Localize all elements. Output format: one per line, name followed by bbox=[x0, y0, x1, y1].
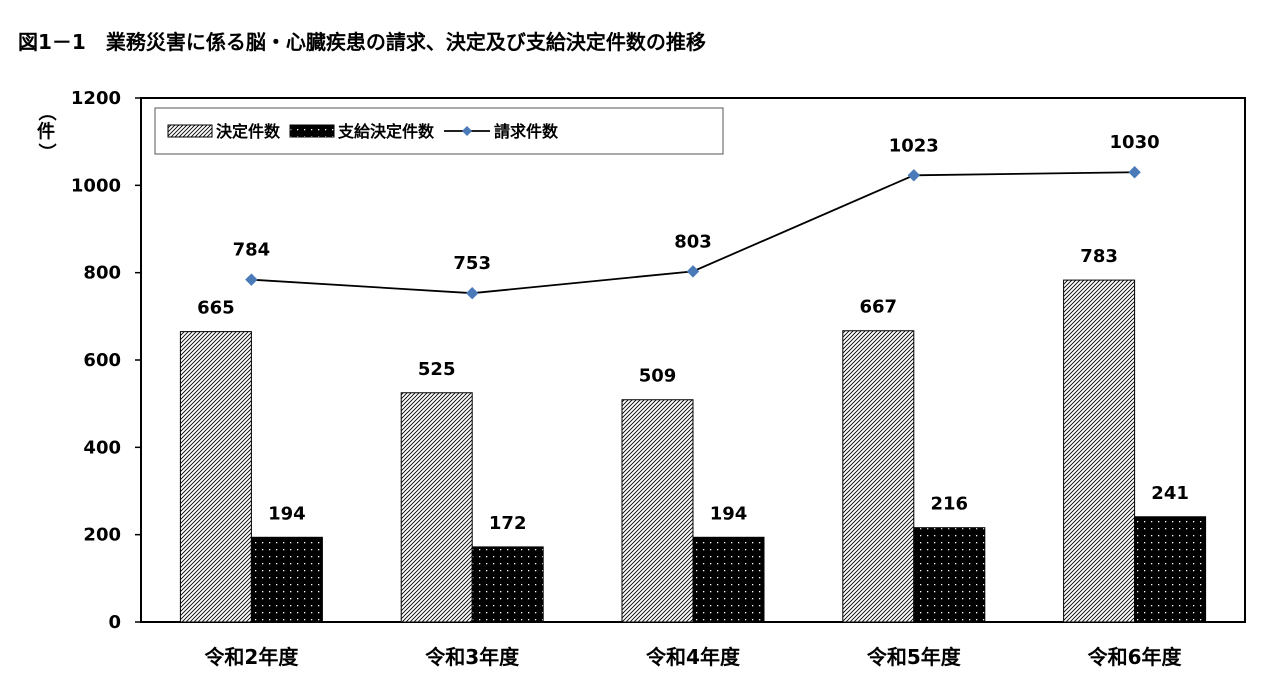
bars: 665 194 525 172 509 194 667 216 783 241 bbox=[179, 246, 1207, 623]
bar-data-label: 194 bbox=[268, 503, 306, 524]
chart-title: 図1－1 業務災害に係る脳・心臓疾患の請求、決定及び支給決定件数の推移 bbox=[18, 30, 706, 54]
x-category-label: 令和2年度 bbox=[204, 645, 299, 669]
line-data-label: 1023 bbox=[889, 135, 939, 156]
x-category-label: 令和5年度 bbox=[867, 645, 962, 669]
bar-decided bbox=[400, 392, 473, 623]
claims-marker bbox=[465, 286, 479, 300]
bar-approved bbox=[250, 536, 323, 623]
line-data-label: 803 bbox=[674, 231, 712, 252]
legend-marker bbox=[462, 126, 473, 136]
bar-data-label: 172 bbox=[489, 513, 527, 534]
x-axis: 令和2年度 令和3年度 令和4年度 令和5年度 令和6年度 bbox=[204, 645, 1182, 669]
bar-approved bbox=[692, 536, 765, 623]
y-tick-label: 1000 bbox=[71, 175, 121, 196]
bar-data-label: 241 bbox=[1151, 483, 1189, 504]
bar-approved bbox=[471, 546, 544, 623]
legend-label: 請求件数 bbox=[494, 122, 559, 141]
bar-approved bbox=[913, 527, 986, 623]
y-axis-label-char: 件 bbox=[37, 121, 55, 143]
y-tick-label: 0 bbox=[108, 612, 121, 633]
y-axis-label-char: ） bbox=[36, 143, 57, 161]
line-data-label: 784 bbox=[233, 240, 271, 261]
y-tick-label: 400 bbox=[83, 437, 121, 458]
line-data-label: 1030 bbox=[1110, 132, 1160, 153]
y-tick-label: 1200 bbox=[71, 88, 121, 109]
bar-data-label: 665 bbox=[197, 298, 235, 319]
claims-marker bbox=[245, 273, 258, 286]
y-tick-label: 800 bbox=[83, 263, 121, 284]
claims-marker bbox=[907, 169, 921, 182]
y-axis: 0 200 400 600 800 1000 1200 bbox=[71, 88, 141, 633]
legend-label: 決定件数 bbox=[216, 122, 281, 141]
y-tick-label: 600 bbox=[83, 350, 121, 371]
line-series: 784 753 803 1023 1030 bbox=[233, 132, 1160, 300]
bar-decided bbox=[842, 330, 915, 623]
legend-label: 支給決定件数 bbox=[337, 122, 435, 141]
claims-marker bbox=[686, 265, 700, 278]
bar-approved bbox=[1134, 516, 1207, 623]
x-category-label: 令和6年度 bbox=[1088, 645, 1183, 669]
bar-decided bbox=[621, 399, 694, 623]
y-axis-label-char: （ bbox=[36, 103, 57, 121]
y-axis-label: （件） bbox=[36, 103, 57, 161]
legend: 決定件数 支給決定件数 請求件数 bbox=[154, 107, 724, 155]
bar-data-label: 525 bbox=[418, 359, 456, 380]
legend-box bbox=[154, 107, 724, 155]
bar-decided bbox=[1063, 279, 1136, 623]
legend-swatch bbox=[167, 124, 213, 138]
x-category-label: 令和4年度 bbox=[646, 645, 741, 669]
bar-data-label: 194 bbox=[710, 503, 748, 524]
bar-data-label: 216 bbox=[931, 494, 969, 515]
legend-swatch bbox=[289, 124, 335, 138]
x-category-label: 令和3年度 bbox=[425, 645, 520, 669]
bar-decided bbox=[179, 331, 252, 623]
bar-data-label: 783 bbox=[1080, 246, 1118, 267]
line-data-label: 753 bbox=[453, 253, 491, 274]
bar-data-label: 509 bbox=[639, 366, 677, 387]
claims-marker bbox=[1128, 166, 1141, 179]
y-tick-label: 200 bbox=[83, 525, 121, 546]
bar-data-label: 667 bbox=[860, 297, 898, 318]
